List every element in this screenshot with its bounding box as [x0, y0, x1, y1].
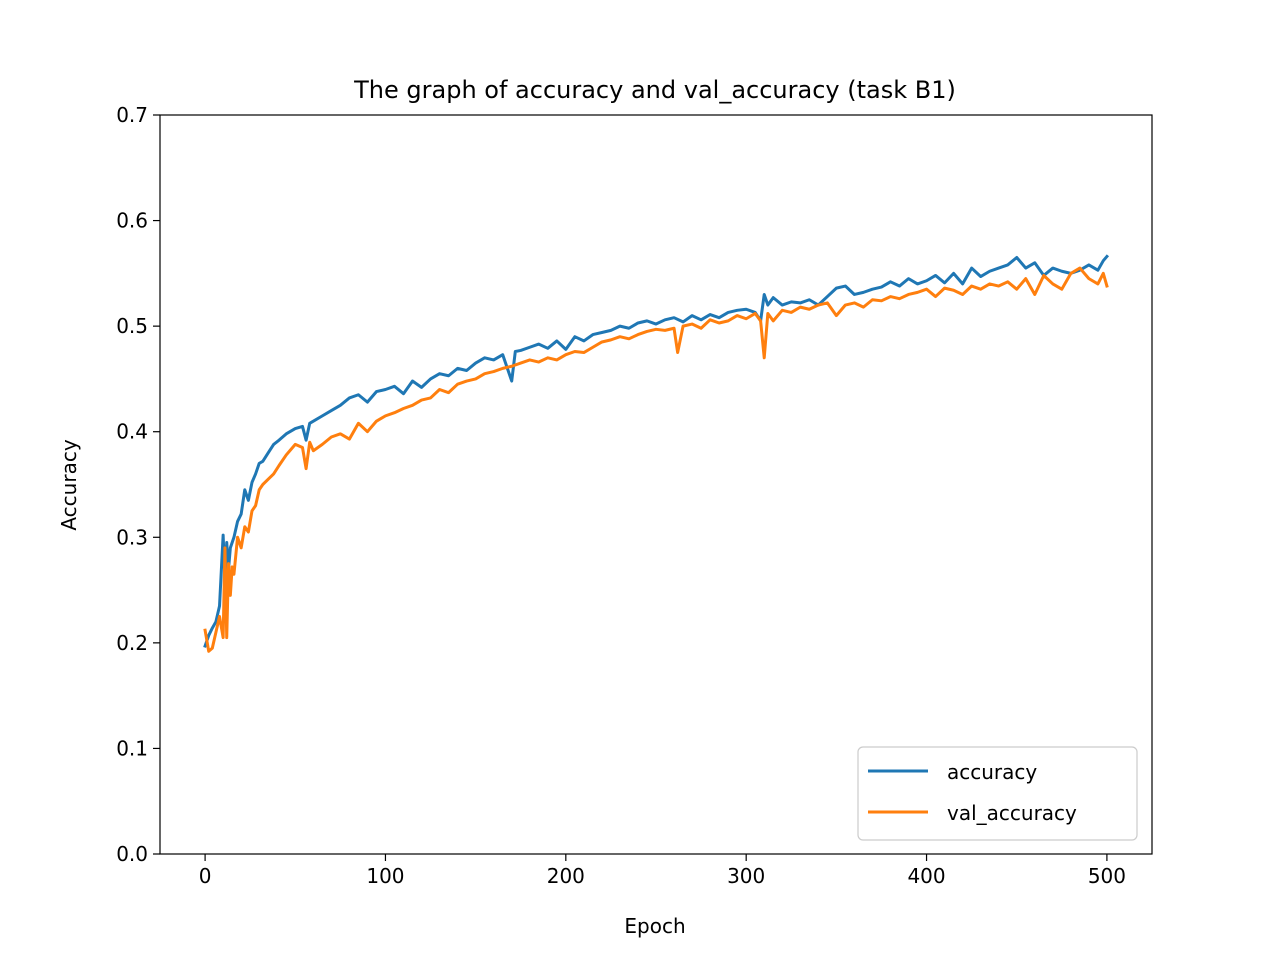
chart-title: The graph of accuracy and val_accuracy (… [353, 76, 956, 104]
y-tick-label: 0.6 [116, 209, 148, 233]
plot-area: 0 100 200 300 400 500 0.00.10.20.30.40.50.60.… [116, 103, 1153, 888]
legend-label-accuracy: accuracy [947, 760, 1037, 784]
legend: accuracy val_accuracy [857, 746, 1138, 841]
series-line-accuracy [203, 254, 1110, 648]
x-tick-label: 300 [727, 864, 765, 888]
y-tick-label: 0.2 [116, 631, 148, 655]
plot-frame [159, 114, 1153, 855]
y-axis-title: Accuracy [57, 439, 81, 530]
x-tick-label: 400 [907, 864, 945, 888]
legend-label-val-accuracy: val_accuracy [947, 801, 1077, 825]
y-tick-label: 0.5 [116, 314, 148, 338]
y-tick-label: 0.3 [116, 525, 148, 549]
x-tick-label: 500 [1088, 864, 1126, 888]
x-tick-label: 200 [547, 864, 585, 888]
y-tick-label: 0.4 [116, 420, 148, 444]
y-axis-ticks: 0.0 0.1 0.2 0.3 0.4 0.5 0.6 0.7 [116, 103, 160, 866]
x-tick-label: 0 [199, 864, 212, 888]
y-tick-label: 0.1 [116, 736, 148, 760]
y-tick-label: 0.0 [116, 842, 148, 866]
x-tick-label: 100 [366, 864, 404, 888]
x-axis-ticks: 0 100 200 300 400 500 [199, 854, 1126, 888]
series-line-val-accuracy [203, 266, 1109, 653]
series-layer [203, 254, 1110, 653]
y-tick-label: 0.7 [116, 103, 148, 127]
x-axis-title: Epoch [624, 914, 685, 938]
